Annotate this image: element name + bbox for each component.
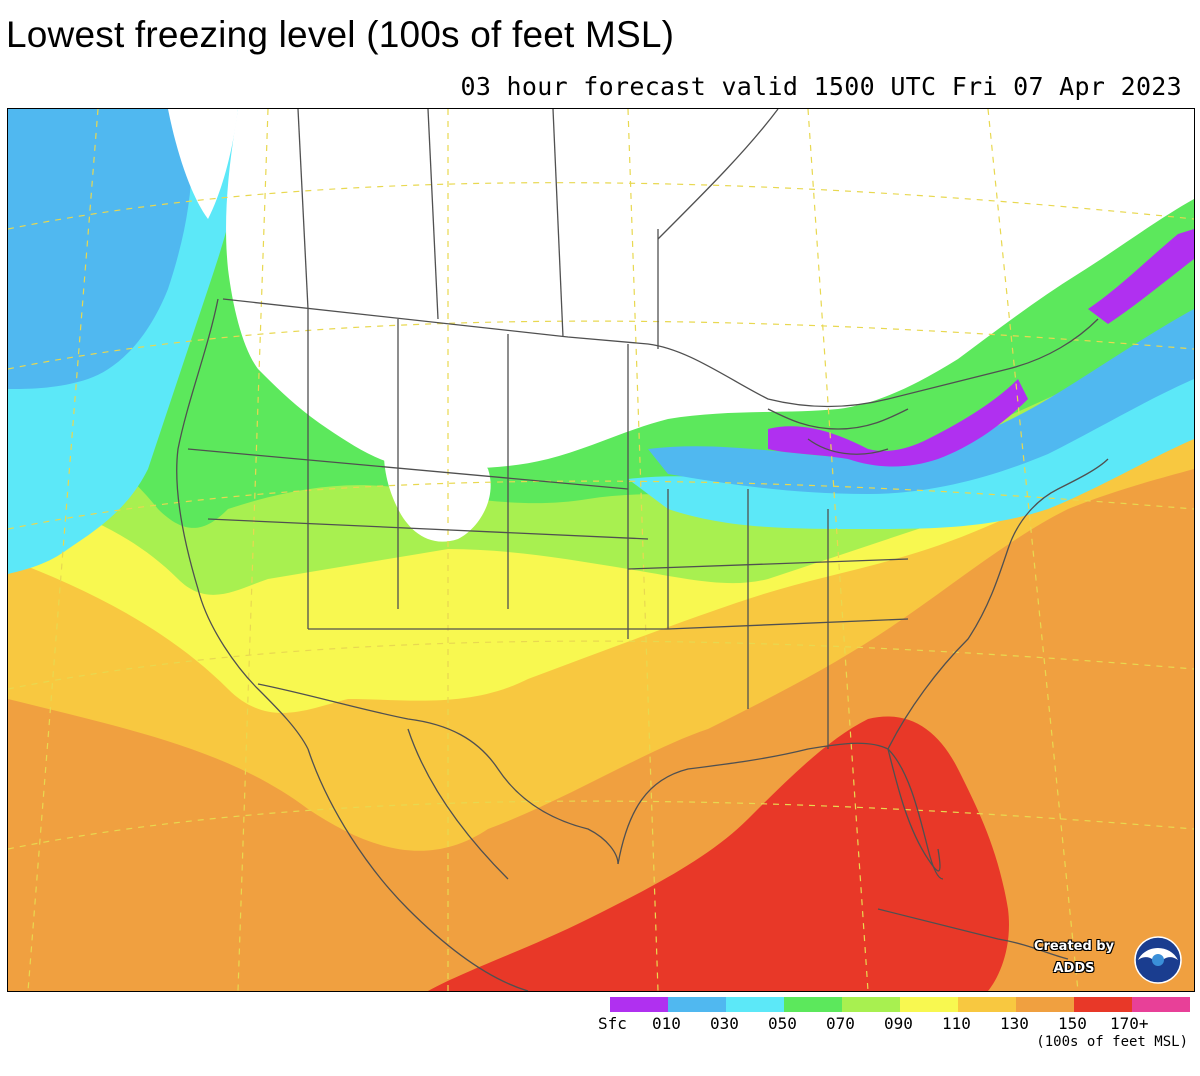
lat-lon-grid xyxy=(8,109,1194,991)
credit-line-adds: ADDS xyxy=(1053,961,1095,976)
political-boundaries xyxy=(176,109,1109,991)
map-title: Lowest freezing level (100s of feet MSL) xyxy=(6,14,675,55)
legend-label: 030 xyxy=(710,1014,739,1033)
legend-label: 110 xyxy=(942,1014,971,1033)
legend-label: Sfc xyxy=(598,1014,627,1033)
legend-swatch-110 xyxy=(958,997,1016,1012)
credit-line-created-by: Created by xyxy=(1033,939,1115,954)
legend-label: 010 xyxy=(652,1014,681,1033)
field-010-northeast xyxy=(648,309,1194,494)
legend-label: 090 xyxy=(884,1014,913,1033)
legend-swatch-sfc xyxy=(610,997,668,1012)
forecast-valid-time: 03 hour forecast valid 1500 UTC Fri 07 A… xyxy=(460,72,1182,101)
freezing-level-map xyxy=(7,108,1195,992)
legend-label: 130 xyxy=(1000,1014,1029,1033)
legend-label: 070 xyxy=(826,1014,855,1033)
legend-color-bar xyxy=(610,997,1190,1012)
field-150 xyxy=(428,716,1009,991)
legend-label: 170+ xyxy=(1110,1014,1149,1033)
legend-swatch-050 xyxy=(784,997,842,1012)
legend-swatch-090 xyxy=(900,997,958,1012)
credit-text: Created by ADDS xyxy=(1018,936,1130,980)
noaa-logo-icon xyxy=(1134,936,1182,984)
color-legend: Sfc 010 030 050 070 090 110 130 150 170+ xyxy=(598,997,1190,1034)
credit-block: Created by ADDS xyxy=(1018,936,1188,984)
legend-labels: Sfc 010 030 050 070 090 110 130 150 170+ xyxy=(598,1014,1190,1034)
legend-label: 050 xyxy=(768,1014,797,1033)
legend-swatch-010 xyxy=(668,997,726,1012)
field-none-pnw xyxy=(168,109,238,219)
legend-swatch-170 xyxy=(1132,997,1190,1012)
field-none-rockies xyxy=(383,419,491,542)
legend-label: 150 xyxy=(1058,1014,1087,1033)
legend-units: (100s of feet MSL) xyxy=(1036,1034,1188,1050)
legend-swatch-130 xyxy=(1016,997,1074,1012)
legend-swatch-030 xyxy=(726,997,784,1012)
field-sfc-greatlakes xyxy=(768,379,1028,467)
field-010-pacific xyxy=(8,109,192,389)
legend-swatch-150 xyxy=(1074,997,1132,1012)
field-sfc-quebec xyxy=(1088,229,1194,324)
legend-swatch-070 xyxy=(842,997,900,1012)
field-none-canada xyxy=(226,109,1194,469)
